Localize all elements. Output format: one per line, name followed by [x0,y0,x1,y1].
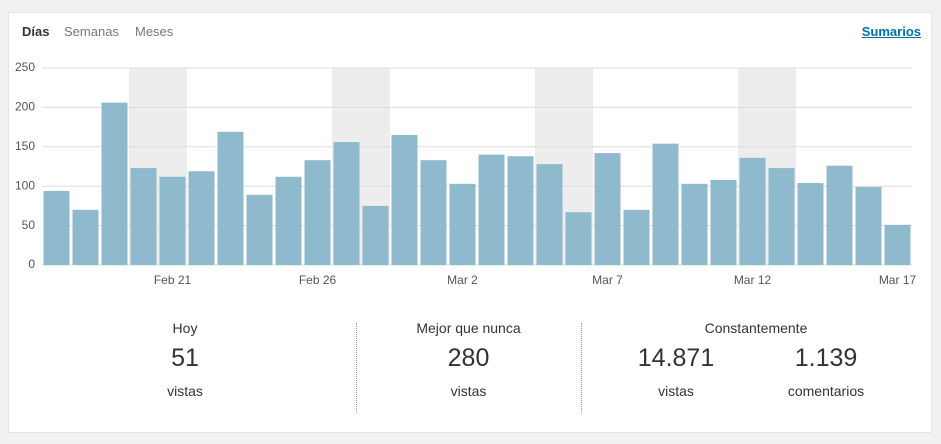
x-tick-label: Mar 7 [592,273,623,287]
bar [72,209,99,265]
bar [565,212,592,265]
bar [246,194,273,265]
stat-value: 1.139 [794,344,858,372]
stat-value: 14.871 [637,344,715,372]
bar [884,224,911,265]
bar [623,209,650,265]
x-tick-label: Feb 21 [154,273,192,287]
summary-link[interactable]: Sumarios [861,24,921,39]
stat-item: 51 vistas [30,344,340,399]
bar [507,156,534,265]
bar [797,183,824,265]
y-tick-label: 150 [15,139,35,153]
y-tick-label: 200 [15,100,35,114]
stat-unit: vistas [450,383,487,399]
bar [130,168,157,265]
stat-unit: vistas [167,383,203,399]
stat-unit: comentarios [787,383,865,399]
bar [275,176,302,265]
tab[interactable]: Días [22,24,50,39]
stat-group: Constantemente 14.871 vistas 1.139 comentari… [581,318,931,403]
stat-group: Mejor que nunca 280 vistas [356,318,581,403]
stat-item: 280 vistas [356,344,581,399]
x-tick-label: Mar 12 [734,273,772,287]
bar [101,102,128,265]
stat-title: Constantemente [704,320,808,336]
stat-title: Mejor que nunca [416,320,521,336]
bar [159,176,186,265]
bar [43,190,70,265]
y-tick-label: 50 [22,218,36,232]
bar [449,183,476,265]
y-tick-label: 100 [15,178,35,192]
bar [739,157,766,265]
bar [188,171,215,265]
bar [710,179,737,265]
chart: 0 50 100 150 200 250 Feb 21 Feb 26 Mar 2 Mar 7 Mar… [15,60,917,287]
stat-group: Hoy 51 vistas [30,318,340,403]
tab[interactable]: Meses [135,24,174,39]
x-tick-label: Mar 17 [879,273,917,287]
stat-value: 280 [447,344,490,372]
tab[interactable]: Semanas [64,24,119,39]
bar [652,143,679,265]
bar [594,153,621,265]
bar [217,131,244,265]
stat-title: Hoy [172,320,198,336]
divider [356,323,357,413]
bar [536,164,563,265]
bar [478,154,505,265]
stat-value: 51 [171,344,199,372]
y-tick-label: 0 [28,257,35,271]
x-tick-label: Feb 26 [299,273,337,287]
bar [304,160,331,265]
bar [681,183,708,265]
bar [420,160,447,265]
y-tick-label: 250 [15,60,35,74]
bar [768,168,795,265]
divider [581,323,582,413]
stat-unit: vistas [658,383,694,399]
bar [362,205,389,265]
stat-item: 1.139 comentarios [771,344,881,399]
bar [391,134,418,265]
bar [333,142,360,265]
bar [855,186,882,265]
x-tick-label: Mar 2 [447,273,478,287]
stat-item: 14.871 vistas [621,344,731,399]
bar [826,165,853,265]
